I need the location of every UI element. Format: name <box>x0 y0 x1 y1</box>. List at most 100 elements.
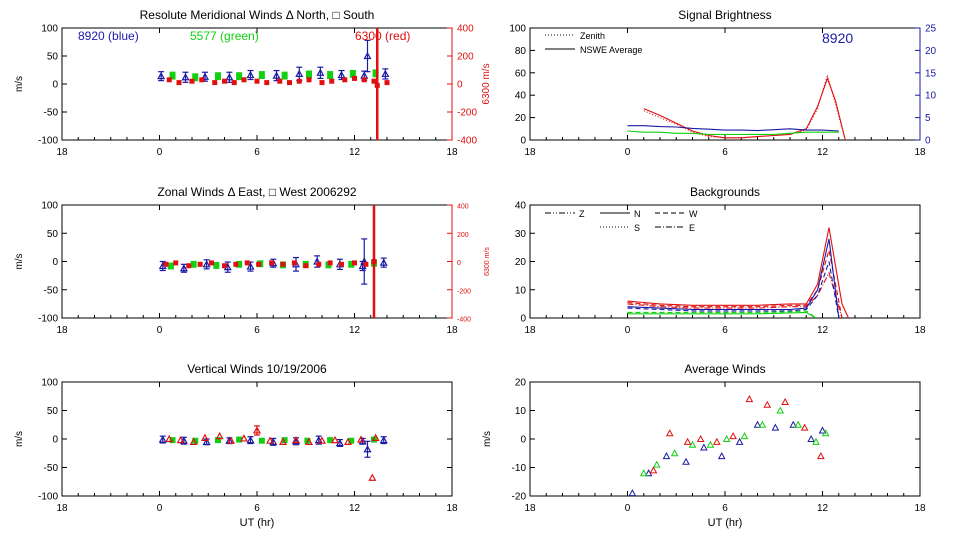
y-tick-label: 20 <box>515 378 527 389</box>
data-point <box>363 445 372 453</box>
x-tick-label: 18 <box>56 325 68 336</box>
x-tick-label: 12 <box>817 147 829 158</box>
x-tick-label: 18 <box>446 325 458 336</box>
data-point <box>358 437 367 445</box>
x-tick-label: 12 <box>817 325 829 336</box>
plot-frame <box>61 381 453 497</box>
data-point <box>241 77 247 83</box>
data-point <box>215 437 221 444</box>
x-tick-label: 6 <box>722 147 728 158</box>
data-point <box>202 260 211 268</box>
y-tick-label: -50 <box>44 108 59 119</box>
x-tick-label: 18 <box>446 503 458 514</box>
data-point <box>167 263 174 270</box>
data-point <box>317 436 327 444</box>
plot-area <box>627 227 849 318</box>
data-point <box>181 73 190 81</box>
data-point <box>652 460 661 468</box>
data-point <box>269 260 275 266</box>
data-point <box>729 432 737 440</box>
plot-area <box>158 205 388 318</box>
data-point <box>628 489 637 496</box>
y-tick-label: 0 <box>52 257 58 268</box>
data-point <box>236 73 243 80</box>
x-tick-label: 18 <box>524 147 536 158</box>
x-tick-label: 0 <box>625 503 631 514</box>
y-tick-label: 0 <box>520 314 526 325</box>
y-tick-label: 100 <box>41 378 58 389</box>
y-right-tick-label: -200 <box>457 108 477 119</box>
data-point <box>649 466 658 474</box>
series-line-blue <box>627 261 840 318</box>
data-point <box>157 71 166 80</box>
y-axis-label: m/s <box>14 431 25 447</box>
data-point <box>291 435 301 444</box>
y-right-tick-label: 0 <box>457 260 461 267</box>
data-point <box>200 72 210 80</box>
y-tick-label: 0 <box>52 435 58 446</box>
y-right-tick-label: -200 <box>457 288 471 295</box>
data-point <box>372 70 379 77</box>
x-tick-label: 0 <box>625 325 631 336</box>
data-point <box>817 452 825 460</box>
data-point <box>339 261 344 267</box>
series-line-red <box>643 76 846 140</box>
data-point <box>327 437 334 444</box>
y-tick-label: 100 <box>509 24 526 35</box>
x-tick-label: 0 <box>157 325 163 336</box>
data-point <box>304 437 314 445</box>
data-point <box>163 261 169 267</box>
chart-zonal: Zonal Winds Δ East, □ West 2006292 18 0 6 12… <box>14 185 491 336</box>
data-point <box>363 261 369 267</box>
data-point <box>291 260 297 266</box>
y-tick-label: 30 <box>515 229 527 240</box>
data-point <box>258 437 265 444</box>
plot-frame <box>61 204 453 319</box>
data-point <box>776 406 785 414</box>
y-tick-label: -100 <box>38 492 58 503</box>
data-point <box>735 437 744 445</box>
y-right-tick-label: 20 <box>925 46 937 57</box>
data-point <box>306 71 312 78</box>
y-tick-label: 20 <box>515 113 527 124</box>
data-point <box>225 73 234 81</box>
y-tick-label: 100 <box>41 24 58 35</box>
chart-title: Resolute Meridional Winds Δ North, □ Sou… <box>140 8 375 22</box>
data-point <box>295 69 304 78</box>
y-right-axis-label: 6300 m/s <box>484 247 491 276</box>
chart-meridional: Resolute Meridional Winds Δ North, □ Sou… <box>14 8 492 158</box>
data-point <box>202 437 211 445</box>
data-point <box>209 260 214 266</box>
x-tick-label: 0 <box>625 147 631 158</box>
data-point <box>197 261 203 267</box>
data-point <box>158 435 167 443</box>
x-tick-label: 12 <box>349 325 361 336</box>
data-point <box>176 435 185 444</box>
x-tick-label: 18 <box>446 147 458 158</box>
plot-area <box>627 72 846 140</box>
data-point <box>173 260 179 266</box>
data-point <box>327 72 334 79</box>
y-tick-label: 0 <box>520 136 526 147</box>
y-right-tick-label: 25 <box>925 24 937 35</box>
data-point <box>254 78 260 84</box>
x-tick-label: 6 <box>254 503 260 514</box>
y-axis-label: m/s <box>14 76 25 92</box>
data-point <box>287 80 292 86</box>
data-point <box>215 431 224 440</box>
data-point <box>192 74 199 81</box>
data-point <box>222 78 227 84</box>
data-point <box>381 69 390 78</box>
data-point <box>272 71 281 79</box>
plot-area <box>157 28 390 140</box>
series-line-green <box>627 130 839 135</box>
data-point <box>281 437 288 444</box>
x-tick-label: 6 <box>722 325 728 336</box>
data-point <box>371 433 380 441</box>
y-right-tick-label: 5 <box>925 113 931 124</box>
series-line-red <box>627 271 843 318</box>
data-point <box>342 77 348 83</box>
y-tick-label: -10 <box>512 463 527 474</box>
